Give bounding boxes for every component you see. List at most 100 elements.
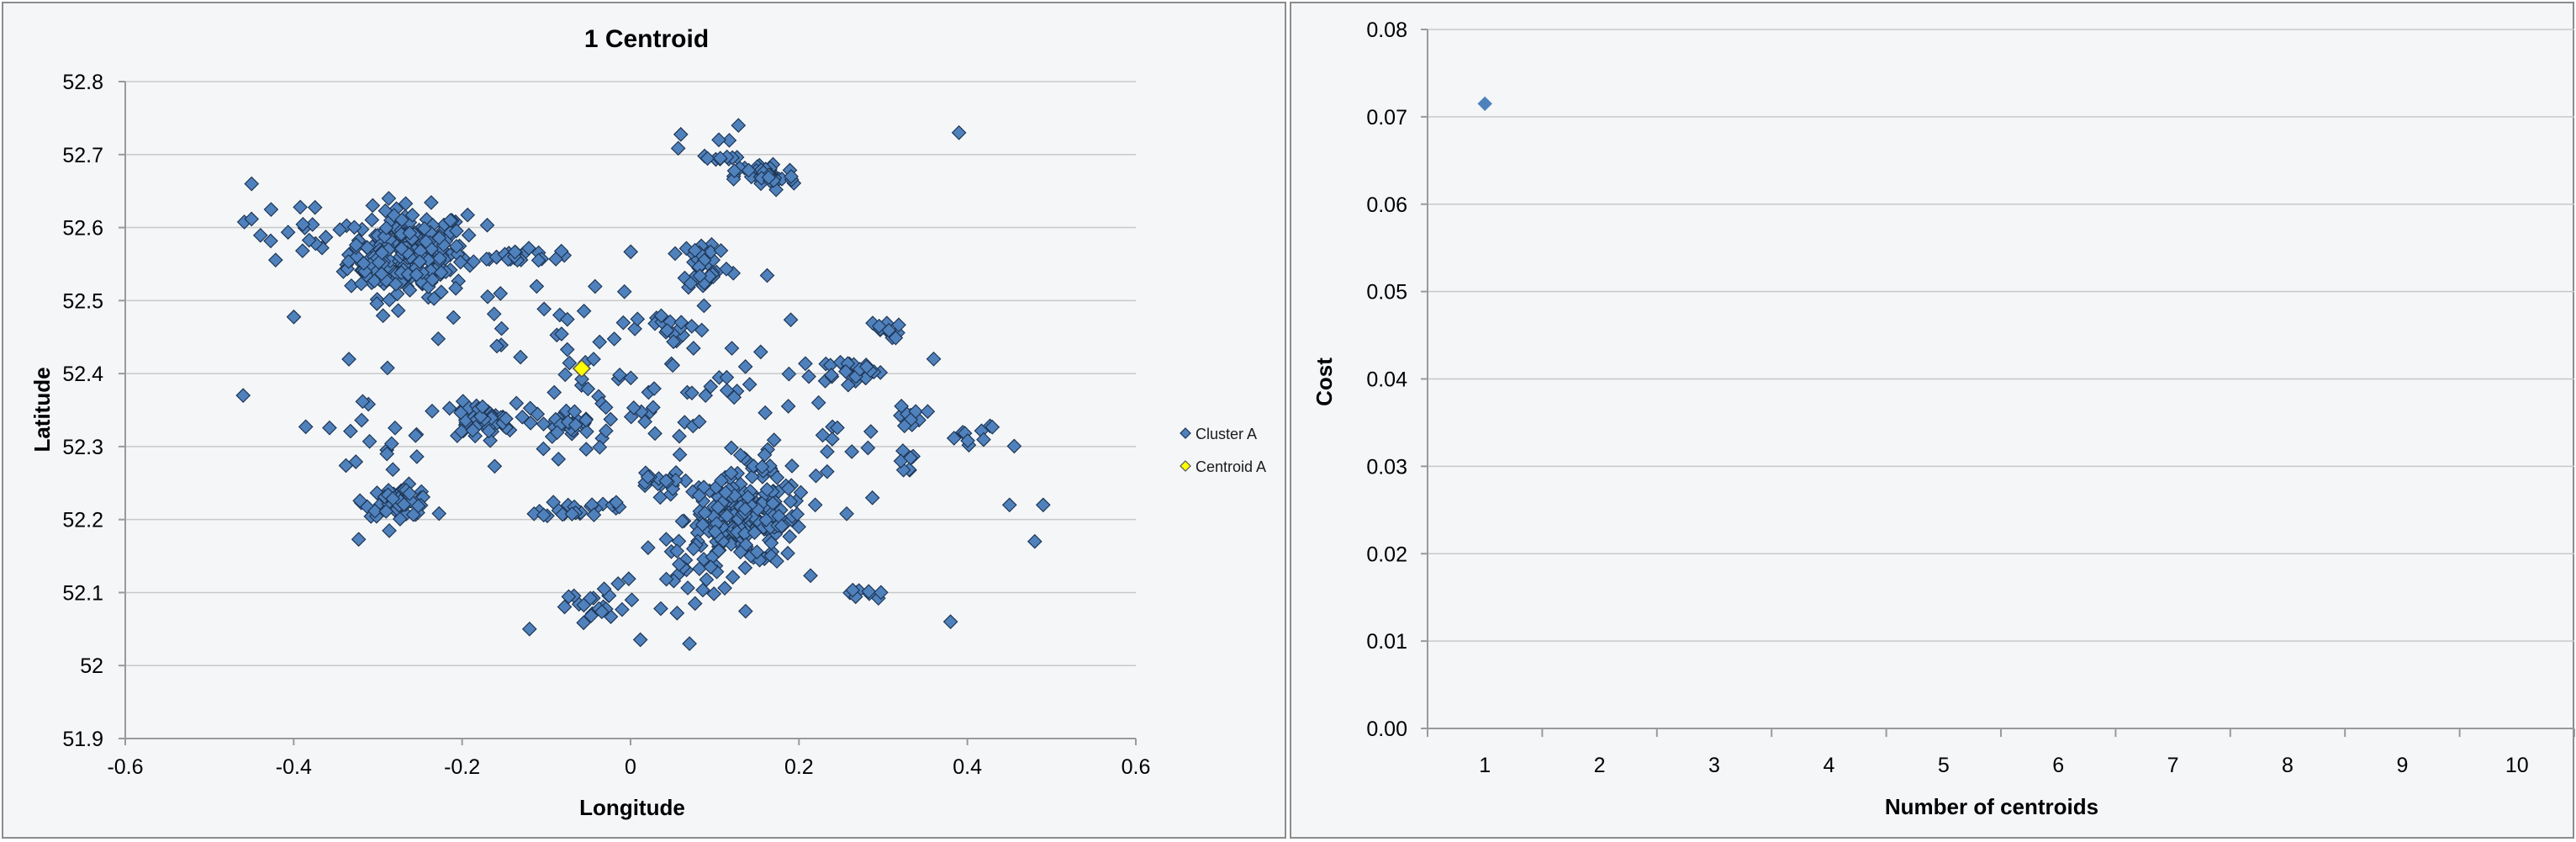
cluster-a-point (680, 580, 695, 596)
cluster-a-point (784, 169, 799, 184)
cluster-a-point (763, 535, 779, 551)
cluster-a-point (475, 399, 490, 415)
cluster-a-point (586, 352, 601, 367)
x-tick-labels: 1 2 3 4 5 6 7 8 9 10 (1479, 754, 2528, 777)
cluster-a-point (717, 580, 732, 596)
cluster-a-point (647, 381, 662, 396)
legend-marker-centroid-a (1180, 460, 1191, 472)
y-axis-title: Latitude (29, 367, 55, 452)
cluster-a-point (757, 447, 773, 463)
x-tick-label: 10 (2505, 754, 2529, 777)
cluster-a-point (686, 341, 701, 356)
cluster-a-point (726, 172, 742, 187)
y-tick-label: 0.02 (1366, 543, 1407, 566)
cluster-a-point (801, 368, 816, 384)
cluster-a-point (402, 225, 418, 241)
cluster-a-point (724, 341, 740, 356)
cluster-a-point (432, 251, 447, 266)
cluster-a-point (844, 444, 860, 459)
cluster-a-point (318, 230, 334, 245)
cluster-a-point (861, 584, 877, 600)
cluster-a-point (946, 431, 962, 446)
cluster-a-point (402, 282, 418, 298)
y-tick-labels: 51.9 52 52.1 52.2 52.3 52.4 52.5 52.6 52.7 52.8 (62, 71, 103, 751)
cluster-a-point (523, 415, 538, 431)
cluster-a-point (394, 212, 409, 228)
cluster-a-point (378, 504, 394, 519)
cluster-a-point (624, 592, 640, 608)
cluster-a-point (412, 254, 428, 269)
cluster-a-point (355, 394, 371, 410)
legend-marker-cluster-a (1180, 427, 1191, 439)
cluster-a-point (586, 507, 602, 522)
cluster-a-point (718, 485, 733, 500)
cluster-a-point (719, 383, 735, 398)
cluster-a-point (286, 309, 302, 325)
cluster-a-point (737, 560, 753, 575)
cluster-a-point (640, 469, 656, 485)
cluster-a-point (341, 352, 356, 367)
cluster-a-point (431, 506, 447, 522)
cluster-a-point (460, 207, 476, 223)
cluster-a-point (658, 532, 674, 547)
legend: Cluster A Centroid A (1180, 426, 1266, 475)
scatter-chart-panel: 1 Centroid -0.6 -0.4 -0.2 0 0.2 0.4 0.6 51.9 52… (2, 2, 1286, 839)
cluster-a-point (791, 519, 806, 535)
cluster-a-point (293, 199, 309, 215)
gridlines (1421, 29, 2575, 737)
cluster-a-point (567, 417, 583, 432)
cluster-a-point (759, 482, 775, 497)
cluster-a-point (536, 416, 552, 432)
cluster-a-point (839, 506, 854, 522)
cluster-a-point (398, 196, 414, 211)
cluster-a-point (984, 419, 1000, 435)
cluster-a-point (375, 308, 391, 324)
cluster-a-point (780, 545, 795, 561)
cluster-a-point (782, 529, 798, 544)
cluster-a-point (567, 404, 583, 420)
cluster-a-point (295, 243, 310, 259)
cluster-a-point (759, 267, 775, 283)
cluster-a-point (920, 404, 936, 420)
cluster-a-point (621, 571, 636, 586)
cluster-a-point (665, 357, 681, 373)
cluster-a-point (1027, 533, 1043, 549)
cluster-a-point (301, 232, 317, 248)
cluster-a-point (1001, 497, 1017, 513)
cluster-a-point (393, 511, 408, 527)
cluster-a-point (741, 162, 757, 178)
cluster-a-point (507, 244, 523, 260)
cluster-a-point (448, 280, 463, 296)
cluster-a-point (499, 410, 514, 426)
cluster-a-point (623, 244, 639, 260)
cluster-a-point (942, 614, 958, 630)
cluster-a-point (536, 507, 552, 523)
cluster-a-point (431, 230, 447, 246)
cluster-a-point (235, 388, 251, 403)
cluster-a-point (609, 495, 624, 511)
cluster-a-point (252, 227, 268, 243)
data-points (235, 118, 1051, 652)
cluster-a-point (683, 275, 699, 291)
cluster-a-point (360, 240, 375, 256)
cluster-a-point (658, 571, 674, 587)
cluster-a-point (377, 229, 393, 244)
cluster-a-point (711, 132, 726, 148)
cluster-a-point (587, 278, 603, 294)
cluster-a-point (409, 267, 425, 283)
cluster-a-point (340, 254, 356, 269)
cluster-a-point (747, 525, 763, 540)
cluster-a-point (1006, 438, 1022, 454)
cluster-a-point (725, 569, 741, 585)
cluster-a-point (409, 449, 425, 464)
cluster-a-point (354, 412, 369, 428)
cluster-a-point (640, 540, 656, 555)
cluster-a-point (960, 433, 975, 448)
cluster-a-point (630, 311, 646, 327)
centroid-points (572, 358, 591, 379)
cluster-a-point (295, 216, 311, 232)
cluster-a-point (723, 465, 739, 481)
cluster-a-point (724, 440, 739, 456)
cluster-a-point (574, 371, 589, 387)
y-tick-label: 52.1 (62, 581, 103, 605)
